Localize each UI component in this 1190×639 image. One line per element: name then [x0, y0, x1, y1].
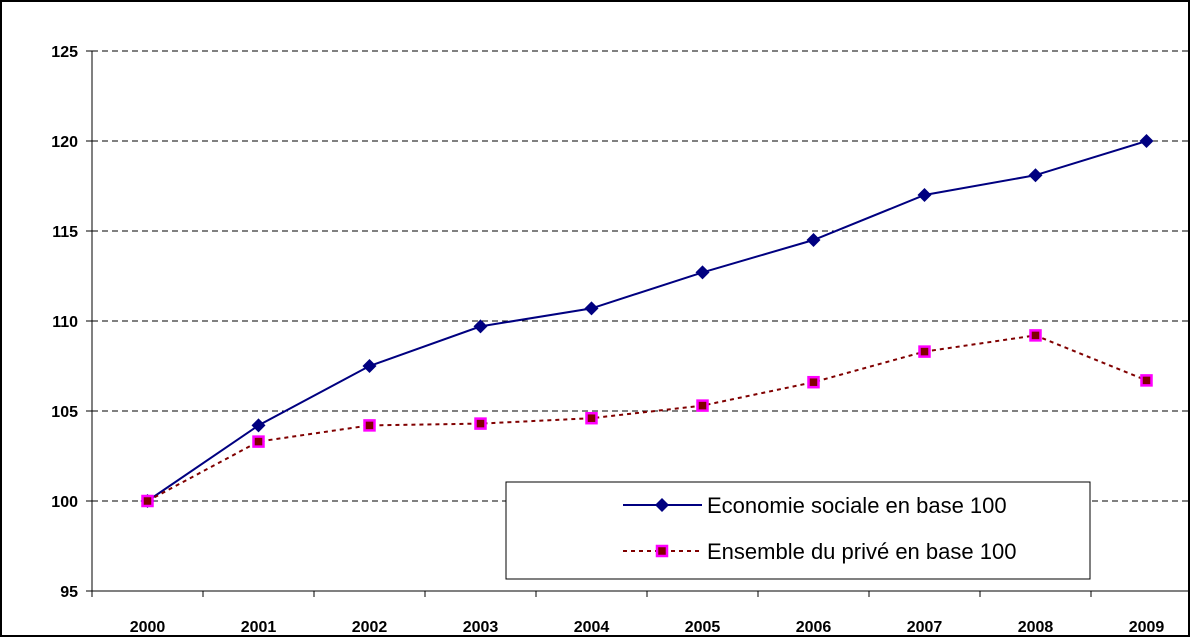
data-point — [918, 345, 931, 358]
x-tick-label: 2008 — [1018, 619, 1054, 636]
legend-box — [505, 481, 1091, 580]
y-tick-label: 120 — [51, 134, 78, 151]
data-point — [141, 494, 154, 508]
data-point — [1028, 168, 1043, 183]
legend-label: Ensemble du privé en base 100 — [707, 539, 1016, 564]
data-point — [363, 419, 376, 432]
data-point — [251, 418, 266, 433]
data-point — [1139, 134, 1154, 148]
data-point — [806, 233, 821, 247]
y-tick-label: 110 — [52, 314, 78, 331]
x-tick-label: 2009 — [1129, 619, 1165, 636]
x-tick-label: 2001 — [241, 619, 277, 636]
legend-label: Economie sociale en base 100 — [707, 493, 1007, 518]
x-tick-label: 2002 — [352, 619, 388, 636]
data-point — [584, 301, 599, 316]
series-line — [146, 140, 1147, 502]
x-tick-label: 2007 — [907, 619, 943, 636]
x-tick-label: 2003 — [463, 619, 499, 636]
data-point — [252, 435, 265, 448]
y-tick-label: 95 — [60, 584, 78, 601]
x-tick-label: 2006 — [796, 619, 832, 636]
x-tick-label: 2005 — [685, 619, 721, 636]
data-point — [695, 265, 710, 280]
legend-marker — [655, 544, 669, 558]
series-line — [147, 334, 1147, 502]
legend-marker — [655, 498, 669, 512]
data-point — [474, 417, 487, 430]
x-tick-label: 2004 — [574, 619, 610, 636]
y-tick-label: 125 — [51, 44, 78, 61]
x-tick-label: 2000 — [130, 619, 166, 636]
y-tick-label: 115 — [52, 224, 78, 241]
y-tick-label: 100 — [51, 494, 78, 511]
data-point — [585, 411, 598, 425]
data-point — [473, 319, 488, 334]
y-tick-label: 105 — [51, 404, 78, 421]
data-point — [362, 359, 377, 373]
data-point — [1029, 329, 1042, 342]
data-point — [696, 399, 709, 412]
data-point — [807, 375, 820, 389]
data-point — [917, 188, 932, 202]
data-point — [1140, 374, 1153, 387]
